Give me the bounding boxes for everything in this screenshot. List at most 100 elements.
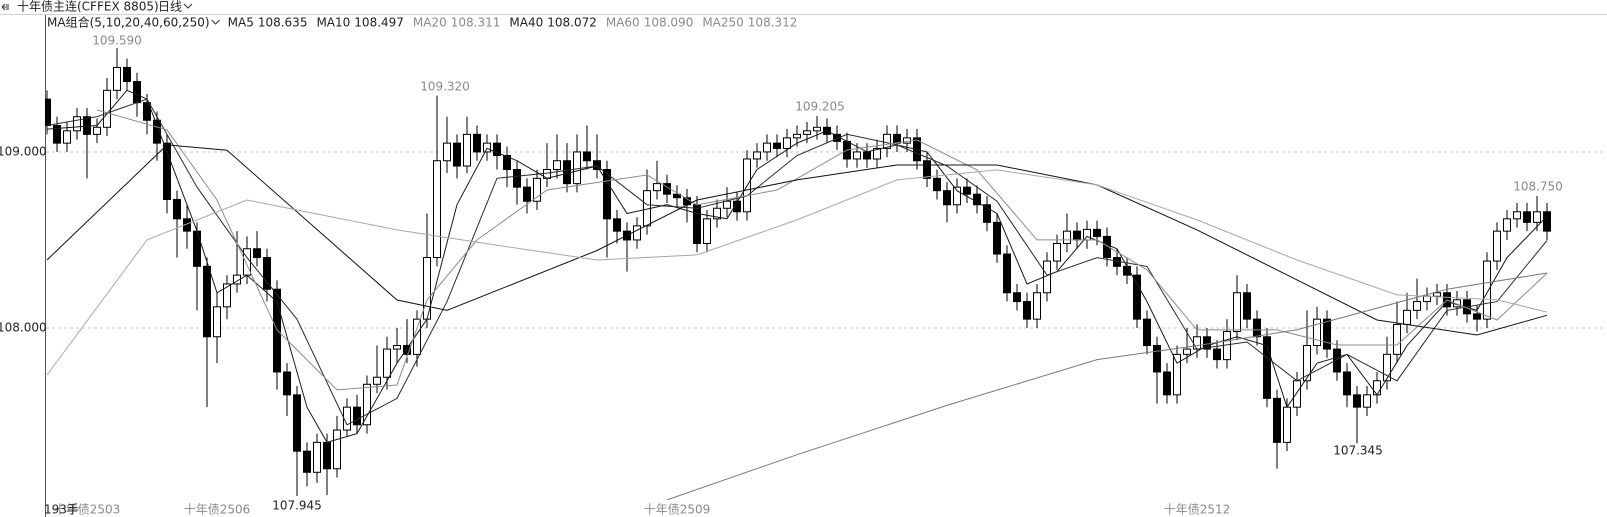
candle-body bbox=[1353, 394, 1361, 408]
price-annotation: 109.590 bbox=[92, 34, 142, 48]
candle-body bbox=[493, 142, 501, 156]
ma-line bbox=[46, 144, 1548, 336]
candle-body bbox=[1403, 309, 1411, 325]
candle-body bbox=[1153, 345, 1161, 373]
candle-body bbox=[793, 133, 801, 139]
candle-body bbox=[573, 151, 581, 185]
candle-body bbox=[923, 160, 931, 179]
candle-body bbox=[1333, 348, 1341, 373]
candle-body bbox=[1013, 292, 1021, 303]
candle-body bbox=[1533, 211, 1541, 223]
candle-body bbox=[1243, 292, 1251, 320]
candle-body bbox=[203, 265, 211, 338]
candle-body bbox=[873, 147, 881, 160]
candle-body bbox=[1093, 228, 1101, 237]
candle-body bbox=[713, 207, 721, 220]
candle-body bbox=[253, 248, 261, 259]
ma-line bbox=[46, 98, 1548, 426]
candle-body bbox=[943, 190, 951, 206]
candle-body bbox=[1473, 313, 1481, 320]
candle-body bbox=[1293, 380, 1301, 408]
candle-body bbox=[723, 200, 731, 209]
candle-body bbox=[1233, 292, 1241, 332]
legend-name: MA5 bbox=[228, 16, 254, 30]
candle-body bbox=[213, 306, 221, 338]
candle-body bbox=[373, 376, 381, 385]
candle-body bbox=[403, 345, 411, 355]
candle-body bbox=[603, 169, 611, 220]
candle-body bbox=[433, 160, 441, 259]
candle-body bbox=[1103, 235, 1111, 259]
candle-body bbox=[993, 221, 1001, 255]
candle-body bbox=[503, 154, 511, 171]
plot-area bbox=[45, 48, 1607, 501]
candle-body bbox=[333, 429, 341, 470]
candle-body bbox=[1073, 230, 1081, 241]
x-tick-label: 十年债2503 bbox=[54, 503, 121, 517]
chart-title: 十年债主连(CFFEX 8805) bbox=[17, 0, 159, 14]
candle-body bbox=[443, 142, 451, 162]
back-icon[interactable] bbox=[1, 3, 9, 11]
legend-value: 108.635 bbox=[258, 16, 308, 30]
candle-body bbox=[1173, 353, 1181, 396]
legend-value: 108.497 bbox=[354, 16, 404, 30]
candle-body bbox=[633, 225, 641, 241]
candle-body bbox=[513, 169, 521, 188]
candle-body bbox=[1023, 301, 1031, 320]
candle-body bbox=[1273, 397, 1281, 443]
candle-body bbox=[1253, 318, 1261, 338]
candle-body bbox=[1203, 336, 1211, 350]
candle-body bbox=[453, 142, 461, 167]
candle-body bbox=[1483, 260, 1491, 320]
candle-body bbox=[1343, 371, 1351, 396]
candle-body bbox=[283, 371, 291, 396]
legend-value: 108.312 bbox=[748, 16, 798, 30]
candle-body bbox=[1083, 228, 1091, 241]
candle-body bbox=[813, 126, 821, 132]
candle-body bbox=[1543, 211, 1551, 232]
candle-body bbox=[53, 125, 61, 144]
candle-body bbox=[1513, 211, 1521, 220]
candle-body bbox=[703, 218, 711, 244]
candle-body bbox=[963, 186, 971, 195]
candle-body bbox=[1003, 253, 1011, 294]
legend-value: 108.311 bbox=[451, 16, 501, 30]
candle-body bbox=[1323, 318, 1331, 350]
candle-body bbox=[153, 119, 161, 144]
candle-body bbox=[583, 151, 591, 162]
candle-body bbox=[1303, 345, 1311, 382]
legend-name: MA10 bbox=[316, 16, 350, 30]
candle-body bbox=[523, 186, 531, 202]
period-dropdown[interactable] bbox=[183, 3, 193, 9]
price-annotation: 107.345 bbox=[1333, 444, 1383, 458]
candle-body bbox=[973, 193, 981, 206]
candle-body bbox=[363, 383, 371, 426]
candle-body bbox=[1053, 242, 1061, 262]
legend: MA组合(5,10,20,40,60,250) MA5 108.635 MA10 108… bbox=[47, 15, 797, 30]
indicator-title: MA组合(5,10,20,40,60,250) bbox=[47, 15, 210, 30]
candle-body bbox=[853, 151, 861, 160]
candle-body bbox=[1193, 336, 1201, 350]
candle-body bbox=[1163, 371, 1171, 396]
candle-body bbox=[733, 200, 741, 213]
candle-body bbox=[1383, 353, 1391, 382]
ma-line bbox=[46, 89, 1548, 443]
candle-body bbox=[1213, 348, 1221, 361]
indicator-dropdown[interactable] bbox=[211, 19, 220, 25]
candle-body bbox=[483, 142, 491, 153]
candle-body bbox=[763, 142, 771, 153]
candle-body bbox=[473, 133, 481, 153]
candle-body bbox=[893, 133, 901, 144]
candle-body bbox=[983, 204, 991, 223]
candle-body bbox=[1433, 292, 1441, 297]
candle-body bbox=[343, 406, 351, 431]
price-annotation: 109.205 bbox=[795, 100, 845, 114]
ma-line bbox=[46, 169, 1548, 376]
candle-body bbox=[45, 98, 51, 127]
candle-body bbox=[1423, 295, 1431, 303]
candle-body bbox=[1523, 211, 1531, 223]
candle-body bbox=[933, 177, 941, 192]
price-annotation: 107.945 bbox=[272, 499, 322, 513]
period[interactable]: 日线 bbox=[158, 0, 182, 14]
